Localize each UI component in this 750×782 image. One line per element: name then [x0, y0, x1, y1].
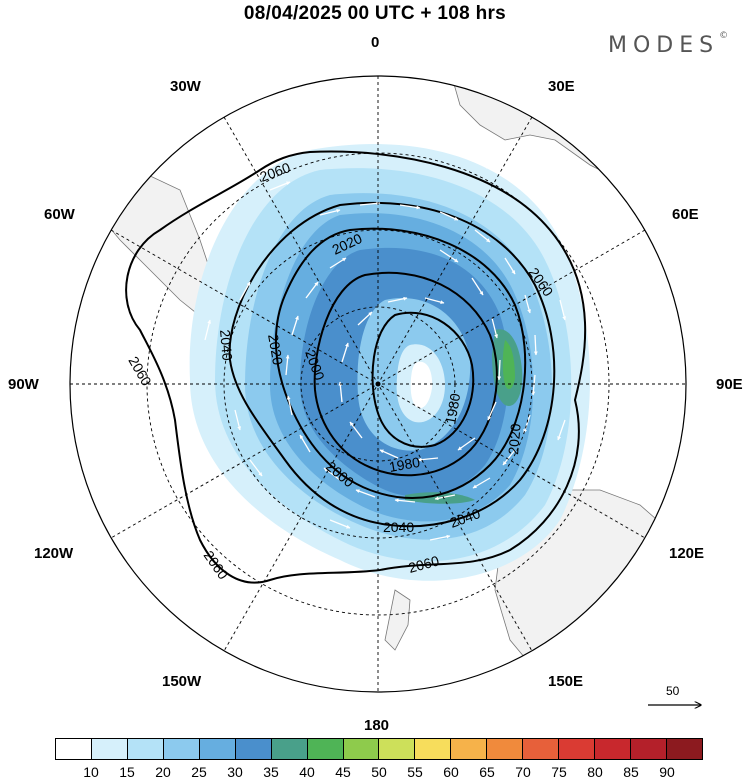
colorbar-swatch [307, 739, 344, 759]
shade-45 [502, 340, 515, 390]
colorbar-swatch [666, 739, 702, 759]
pole-point [375, 381, 381, 387]
contour-2060 [125, 150, 587, 584]
colorbar-swatch [343, 739, 380, 759]
contour-label: 1980 [442, 392, 463, 426]
colorbar-tick-label: 10 [83, 764, 99, 780]
lon-label-150e: 150E [548, 673, 584, 690]
colorbar-swatch [559, 739, 596, 759]
lon-label-90w: 90W [8, 376, 39, 393]
colorbar-swatch [56, 739, 92, 759]
colorbar-tick-label: 30 [227, 764, 243, 780]
colorbar-swatch [163, 739, 200, 759]
colorbar-tick-label: 15 [119, 764, 135, 780]
contour-2040 [228, 201, 556, 528]
map-disk [70, 76, 686, 692]
modes-logo: MODES© [608, 31, 729, 58]
colorbar-swatch [199, 739, 236, 759]
map-boundary [69, 75, 687, 693]
colorbar-tick-label: 50 [371, 764, 387, 780]
lon-label-150w: 150W [162, 673, 202, 690]
lon-label-30w: 30W [170, 78, 201, 95]
reference-arrow-icon [648, 684, 706, 712]
colorbar-tick-label: 20 [155, 764, 171, 780]
colorbar [55, 738, 703, 760]
colorbar-swatch [91, 739, 128, 759]
colorbar-tick-label: 25 [191, 764, 207, 780]
reference-vector-label: 50 [666, 684, 680, 698]
lon-label-30e: 30E [548, 78, 575, 95]
colorbar-swatch [271, 739, 308, 759]
contour-label: 2060 [407, 552, 441, 576]
colorbar-swatch [235, 739, 272, 759]
reference-vector: 50 [646, 684, 706, 712]
colorbar-swatch [451, 739, 488, 759]
colorbar-tick-label: 65 [479, 764, 495, 780]
contour-label: 2040 [383, 519, 414, 535]
contour-2020 [275, 227, 527, 499]
shade-eye [410, 361, 433, 409]
contour-label: 2020 [265, 333, 286, 367]
colorbar-swatch [379, 739, 416, 759]
copyright-mark: © [719, 31, 729, 41]
colorbar-swatch [523, 739, 560, 759]
lon-label-180: 180 [364, 717, 390, 734]
colorbar-tick-label: 70 [515, 764, 531, 780]
lon-label-120w: 120W [34, 545, 74, 562]
colorbar-tick-label: 60 [443, 764, 459, 780]
colorbar-tick-label: 55 [407, 764, 423, 780]
colorbar-swatch [127, 739, 164, 759]
lon-label-90e: 90E [716, 376, 743, 393]
colorbar-tick-label: 80 [587, 764, 603, 780]
colorbar-tick-label: 45 [335, 764, 351, 780]
contour-label: 2040 [217, 329, 236, 362]
contour-label: 1980 [388, 454, 422, 475]
brand-text: MODES [608, 33, 720, 58]
colorbar-tick-label: 35 [263, 764, 279, 780]
wind-vectors [204, 159, 567, 541]
polar-map: 2060 2020 2060 2040 2020 2000 1980 2020 … [69, 75, 687, 693]
lon-label-0: 0 [371, 34, 380, 51]
colorbar-tick-label: 75 [551, 764, 567, 780]
contour-1980 [371, 311, 475, 448]
colorbar-swatch [631, 739, 667, 759]
colorbar-swatch [487, 739, 524, 759]
contour-label: 2020 [505, 423, 524, 456]
colorbar-swatch [415, 739, 452, 759]
colorbar-labels: 10 15 20 25 30 35 40 45 50 55 60 65 70 75 80 85 90 [55, 764, 703, 782]
colorbar-tick-label: 85 [623, 764, 639, 780]
colorbar-tick-label: 40 [299, 764, 315, 780]
colorbar-tick-label: 90 [659, 764, 675, 780]
lon-label-60w: 60W [44, 206, 75, 223]
height-contours [125, 150, 587, 584]
lon-label-60e: 60E [672, 206, 699, 223]
lon-label-120e: 120E [669, 545, 705, 562]
wind-speed-shading [189, 144, 590, 581]
colorbar-swatch [595, 739, 631, 759]
map-title: 08/04/2025 00 UTC + 108 hrs [243, 3, 507, 24]
